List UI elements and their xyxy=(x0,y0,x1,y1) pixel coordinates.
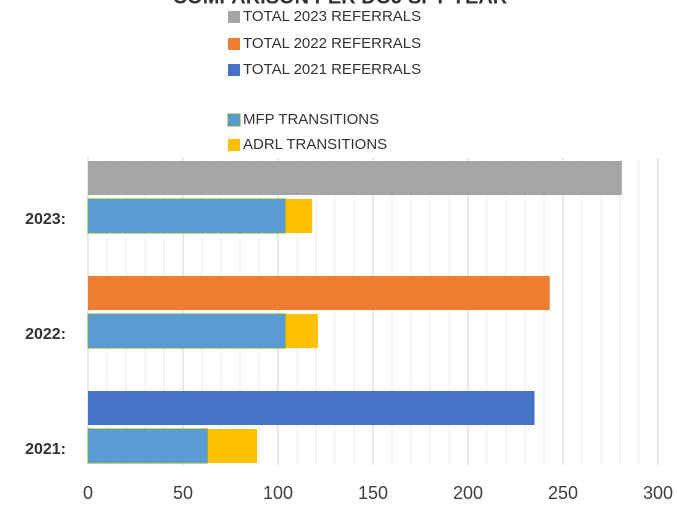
legend-swatch xyxy=(228,11,240,23)
bar-segment xyxy=(285,199,313,233)
x-tick-label: 100 xyxy=(263,483,293,503)
legend-label: MFP TRANSITIONS xyxy=(243,111,379,128)
x-tick-label: 150 xyxy=(358,483,388,503)
bar-segment xyxy=(87,428,209,464)
x-tick-label: 50 xyxy=(173,483,193,503)
legend-swatch xyxy=(227,113,241,127)
legend-swatch xyxy=(228,64,240,76)
y-tick-label: 2021: xyxy=(25,441,66,458)
legend-label: TOTAL 2023 REFERRALS xyxy=(243,8,421,25)
legend-swatch xyxy=(228,139,240,151)
bar xyxy=(88,276,550,310)
legend-label: TOTAL 2021 REFERRALS xyxy=(243,61,421,78)
legend-label: ADRL TRANSITIONS xyxy=(243,136,387,153)
y-tick-label: 2022: xyxy=(25,326,66,343)
x-tick-label: 200 xyxy=(453,483,483,503)
bar-segment xyxy=(285,314,318,348)
x-tick-label: 300 xyxy=(643,483,673,503)
legend-label: TOTAL 2022 REFERRALS xyxy=(243,35,421,52)
x-tick-label: 250 xyxy=(548,483,578,503)
bar-segment xyxy=(87,313,287,349)
x-tick-label: 0 xyxy=(83,483,93,503)
y-tick-label: 2023: xyxy=(25,211,66,228)
legend-swatch xyxy=(228,38,240,50)
bar-segment xyxy=(87,198,287,234)
bar xyxy=(88,161,622,195)
bar-segment xyxy=(207,429,258,463)
chart-title: COMPARISON PER DOJ SFY YEAR xyxy=(173,0,508,8)
bar xyxy=(88,391,535,425)
